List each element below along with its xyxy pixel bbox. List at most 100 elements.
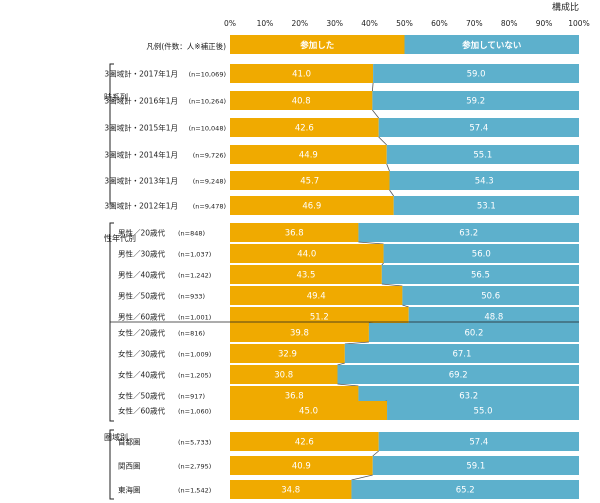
- series-connector: [386, 163, 390, 172]
- data-label-0: 40.9: [292, 462, 311, 472]
- data-label-1: 55.0: [474, 407, 493, 417]
- row-label: 3圏域計・2013年1月: [104, 176, 178, 186]
- bar-segment-1: [378, 118, 579, 137]
- bar-segment-0: [230, 171, 390, 190]
- bar-segment-1: [372, 456, 579, 475]
- data-label-0: 30.8: [274, 371, 293, 381]
- data-label-0: 49.4: [307, 292, 326, 302]
- bar-segment-1: [372, 91, 579, 110]
- data-label-1: 59.1: [466, 462, 485, 472]
- row-label: 男性／30歳代: [118, 249, 166, 259]
- data-label-1: 54.3: [475, 177, 494, 187]
- row-label: 首都圏: [118, 437, 141, 447]
- data-label-0: 51.2: [310, 313, 329, 323]
- series-connector: [378, 136, 387, 146]
- series-connector: [351, 474, 373, 481]
- row-n-count: (n=1,001): [178, 314, 211, 322]
- row-label: 東海圏: [118, 485, 141, 495]
- data-label-0: 36.8: [285, 392, 304, 402]
- bar-segment-0: [230, 64, 374, 83]
- bar-segment-1: [386, 145, 579, 164]
- row-label: 女性／20歳代: [118, 328, 166, 338]
- group-label: 性年代別: [104, 233, 136, 243]
- row-n-count: (n=1,009): [178, 351, 211, 359]
- bar-segment-1: [408, 307, 579, 326]
- group-label: 圏域別: [104, 432, 128, 442]
- series-connector: [381, 262, 384, 266]
- data-label-1: 59.2: [466, 97, 485, 107]
- bar-segment-0: [230, 91, 373, 110]
- data-label-1: 53.1: [477, 202, 496, 212]
- group-bracket: [109, 63, 114, 205]
- data-label-1: 69.2: [449, 371, 468, 381]
- x-tick-label: 10%: [257, 19, 274, 28]
- row-label: 3圏域計・2014年1月: [104, 150, 178, 160]
- bar-segment-0: [230, 118, 379, 137]
- row-n-count: (n=1,060): [178, 408, 211, 416]
- data-label-0: 41.0: [292, 70, 311, 80]
- x-tick-label: 90%: [536, 19, 553, 28]
- row-n-count: (n=9,478): [193, 203, 226, 211]
- data-label-1: 63.2: [459, 392, 478, 402]
- row-n-count: (n=1,205): [178, 372, 211, 380]
- x-tick-label: 80%: [501, 19, 518, 28]
- series-connector: [337, 383, 359, 387]
- bar-segment-1: [351, 480, 579, 499]
- data-label-1: 57.4: [469, 438, 488, 448]
- legend-swatch-0: [230, 35, 405, 54]
- row-label: 3圏域計・2017年1月: [104, 69, 178, 79]
- row-label: 男性／60歳代: [118, 312, 166, 322]
- data-label-1: 65.2: [456, 486, 475, 496]
- data-label-1: 59.0: [467, 70, 486, 80]
- bar-segment-0: [230, 244, 384, 263]
- series-connector: [381, 283, 403, 287]
- bar-segment-0: [230, 265, 382, 284]
- bar-segment-0: [230, 223, 359, 242]
- legend-label-0: 参加した: [300, 40, 334, 51]
- x-tick-label: 100%: [568, 19, 589, 28]
- data-label-1: 56.5: [471, 271, 490, 281]
- data-label-1: 60.2: [464, 329, 483, 339]
- x-tick-label: 30%: [326, 19, 343, 28]
- row-n-count: (n=2,795): [178, 463, 211, 471]
- row-n-count: (n=933): [178, 293, 205, 301]
- data-label-1: 48.8: [484, 313, 503, 323]
- data-label-0: 43.5: [296, 271, 315, 281]
- data-label-0: 39.8: [290, 329, 309, 339]
- x-tick-label: 20%: [291, 19, 308, 28]
- bar-segment-1: [358, 386, 579, 405]
- row-n-count: (n=1,242): [178, 272, 211, 280]
- row-label: 3圏域計・2016年1月: [104, 96, 178, 106]
- bar-segment-0: [230, 432, 379, 451]
- row-n-count: (n=848): [178, 230, 205, 238]
- bar-segment-1: [393, 196, 579, 215]
- row-n-count: (n=1,542): [178, 487, 211, 495]
- series-connector: [358, 241, 384, 245]
- data-label-1: 55.1: [473, 151, 492, 161]
- series-connector: [337, 362, 345, 366]
- data-label-1: 50.6: [481, 292, 500, 302]
- data-label-0: 32.9: [278, 350, 297, 360]
- row-n-count: (n=5,733): [178, 439, 211, 447]
- data-label-0: 34.8: [281, 486, 300, 496]
- data-label-0: 44.9: [299, 151, 318, 161]
- data-label-0: 45.7: [300, 177, 319, 187]
- bar-segment-0: [230, 365, 338, 384]
- bar-segment-0: [230, 307, 409, 326]
- group-label: 時系列: [104, 92, 128, 102]
- x-tick-label: 50%: [396, 19, 413, 28]
- row-label: 3圏域計・2012年1月: [104, 201, 178, 211]
- data-label-0: 42.6: [295, 438, 314, 448]
- series-connector: [372, 450, 379, 457]
- bar-segment-0: [230, 344, 345, 363]
- bar-segment-1: [381, 265, 579, 284]
- legend-label: 凡例(件数：人※補正後): [146, 41, 226, 51]
- bar-segment-0: [230, 386, 359, 405]
- bar-segment-0: [230, 145, 387, 164]
- bar-segment-1: [344, 344, 579, 363]
- row-n-count: (n=9,248): [193, 178, 226, 186]
- bar-segment-1: [373, 64, 579, 83]
- group-bracket: [109, 429, 114, 500]
- bar-segment-1: [358, 223, 579, 242]
- bar-segment-0: [230, 196, 394, 215]
